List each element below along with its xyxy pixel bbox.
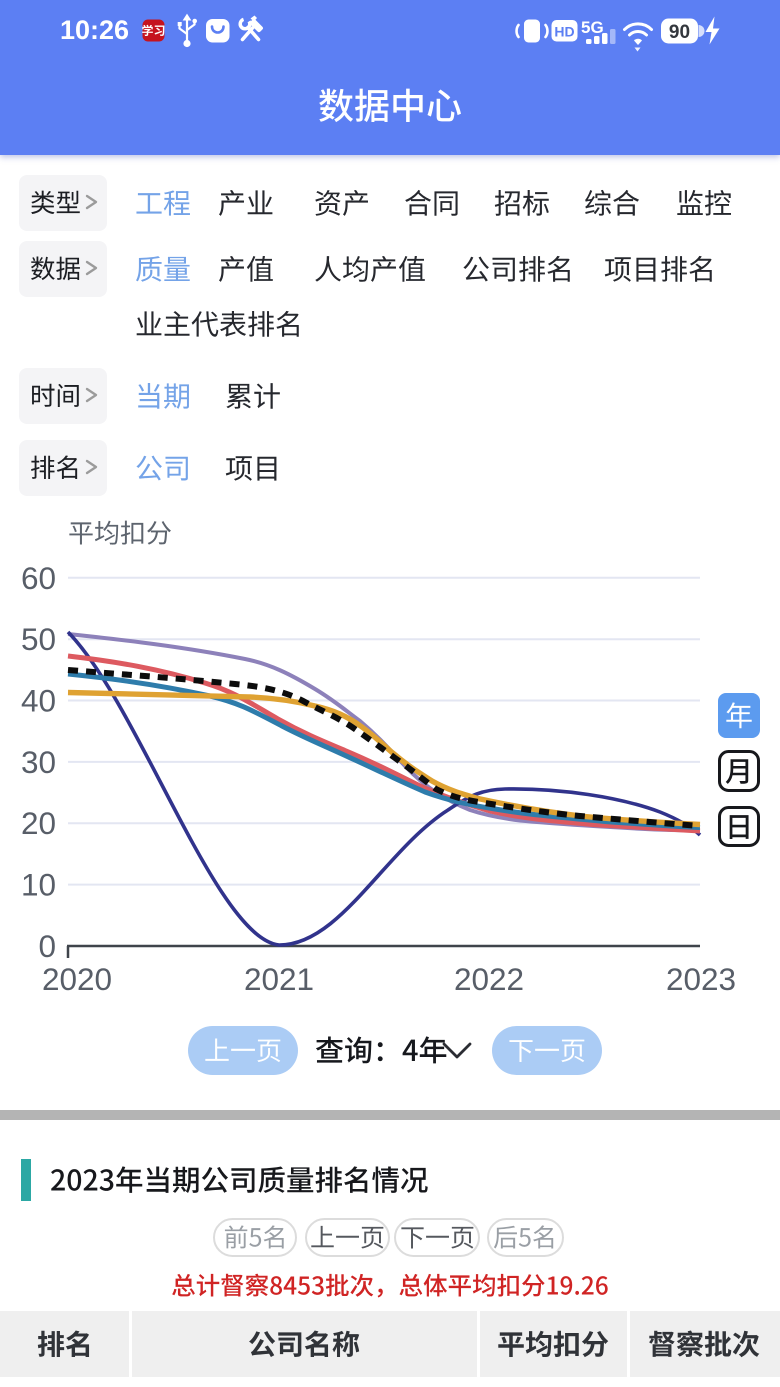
svg-text:30: 30 bbox=[21, 744, 56, 780]
svg-text:10:26: 10:26 bbox=[60, 15, 129, 45]
svg-text:40: 40 bbox=[21, 683, 56, 719]
svg-text:0: 0 bbox=[38, 928, 56, 964]
svg-text:60: 60 bbox=[21, 560, 56, 596]
svg-text:2021: 2021 bbox=[244, 961, 314, 997]
svg-text:90: 90 bbox=[669, 22, 690, 43]
svg-text:2022: 2022 bbox=[454, 961, 524, 997]
svg-text:2023: 2023 bbox=[666, 961, 736, 997]
svg-text:HD: HD bbox=[554, 24, 574, 40]
svg-text:10: 10 bbox=[21, 867, 56, 903]
svg-text:20: 20 bbox=[21, 805, 56, 841]
svg-text:50: 50 bbox=[21, 621, 56, 657]
svg-text:2020: 2020 bbox=[42, 961, 112, 997]
svg-text:5G: 5G bbox=[581, 18, 604, 37]
